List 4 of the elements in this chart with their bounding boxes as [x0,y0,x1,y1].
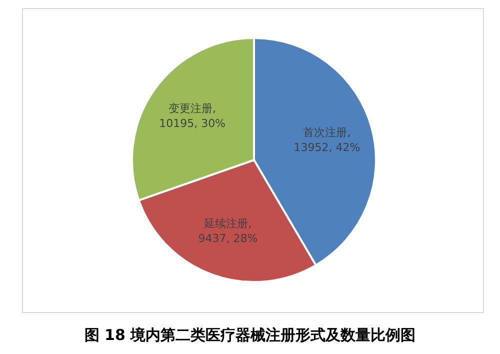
slice-label: 变更注册, 10195, 30% [159,102,226,130]
caption: 图 18 境内第二类医疗器械注册形式及数量比例图 [84,326,416,344]
slice-label: 延续注册, 9437, 28% [198,217,258,246]
slice-label: 首次注册, 13952, 42% [294,126,360,154]
